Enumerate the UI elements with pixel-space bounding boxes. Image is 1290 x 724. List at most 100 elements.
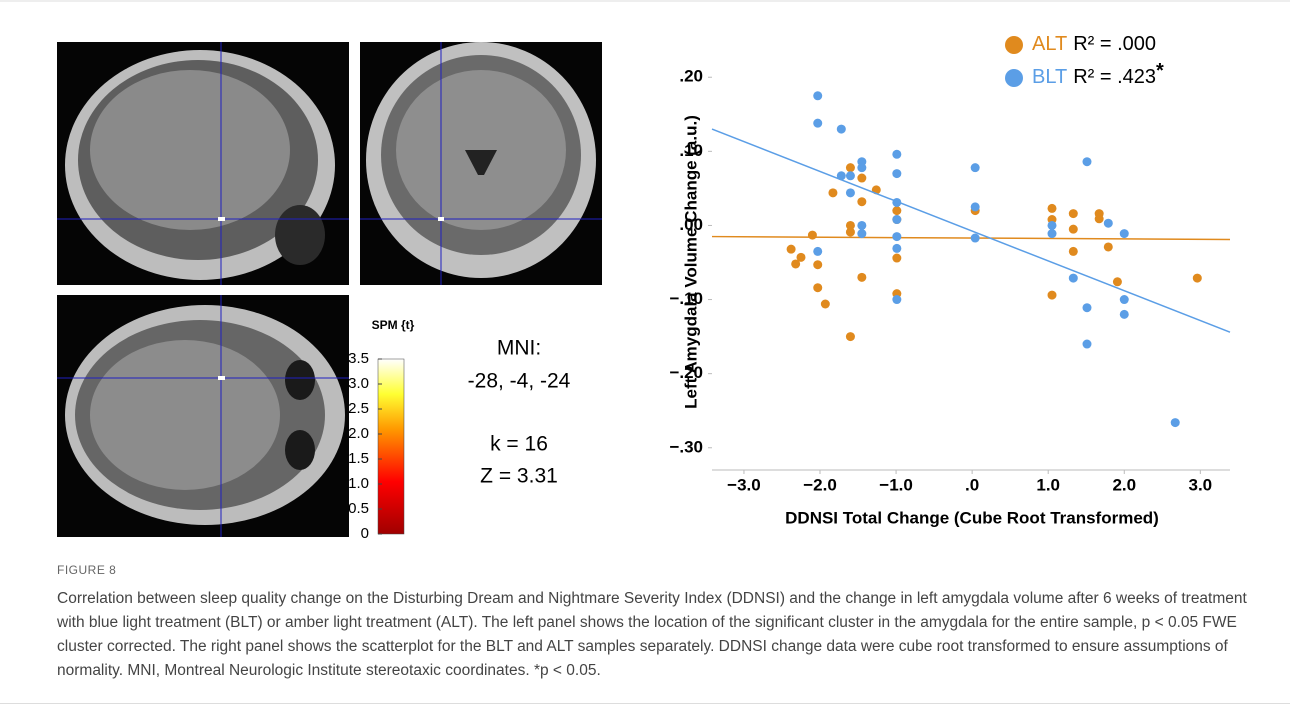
data-point (1069, 225, 1078, 234)
data-point (1120, 295, 1129, 304)
data-point (813, 91, 822, 100)
legend-entry: ALT R² = .000 (1032, 33, 1156, 55)
data-point (857, 197, 866, 206)
data-point (1048, 291, 1057, 300)
x-tick-label: −1.0 (879, 475, 913, 494)
data-point (1069, 209, 1078, 218)
data-point (1104, 219, 1113, 228)
data-point (1069, 247, 1078, 256)
x-axis-label: DDNSI Total Change (Cube Root Transforme… (785, 508, 1159, 527)
data-point (892, 206, 901, 215)
data-point (857, 273, 866, 282)
figure-label: FIGURE 8 (57, 563, 116, 577)
data-point (1095, 214, 1104, 223)
mni-coords: -28, -4, -24 (468, 370, 571, 393)
cluster-size: k = 16 (490, 433, 548, 456)
data-point (892, 150, 901, 159)
data-point (892, 169, 901, 178)
y-tick-label: .00 (679, 215, 703, 234)
data-point (857, 163, 866, 172)
data-point (846, 171, 855, 180)
colorbar-tick-label: 3.0 (348, 375, 369, 392)
data-point (1069, 274, 1078, 283)
legend-name: BLT (1032, 66, 1067, 88)
data-point (808, 231, 817, 240)
figure-caption: Correlation between sleep quality change… (57, 587, 1257, 683)
data-point (892, 244, 901, 253)
colorbar-tick-label: 2.0 (348, 425, 369, 442)
colorbar-tick-label: 0.5 (348, 500, 369, 517)
data-point (846, 188, 855, 197)
data-point (1193, 274, 1202, 283)
x-tick-label: .0 (965, 475, 979, 494)
colorbar (378, 359, 404, 534)
x-tick-label: 2.0 (1112, 475, 1136, 494)
data-point (796, 253, 805, 262)
colorbar-tick-label: 1.5 (348, 450, 369, 467)
data-point (846, 332, 855, 341)
data-point (971, 163, 980, 172)
data-point (892, 198, 901, 207)
data-point (1082, 340, 1091, 349)
x-tick-label: 1.0 (1036, 475, 1060, 494)
legend-significance: * (1156, 60, 1164, 82)
data-point (1048, 221, 1057, 230)
colorbar-tick-label: 2.5 (348, 400, 369, 417)
data-point (828, 188, 837, 197)
data-point (1171, 418, 1180, 427)
data-point (1113, 277, 1122, 286)
legend-entry: BLT R² = .423* (1032, 60, 1164, 88)
data-point (892, 232, 901, 241)
x-tick-label: −2.0 (803, 475, 837, 494)
data-point (1120, 310, 1129, 319)
legend-marker (1005, 36, 1023, 54)
data-point (971, 202, 980, 211)
data-point (892, 254, 901, 263)
legend-name: ALT (1032, 33, 1067, 55)
y-tick-label: −.10 (669, 289, 703, 308)
colorbar-title: SPM {t} (372, 318, 415, 332)
colorbar-tick-label: 3.5 (348, 350, 369, 367)
frame-line (0, 703, 1290, 704)
data-point (971, 234, 980, 243)
data-point (846, 163, 855, 172)
data-point (1104, 242, 1113, 251)
data-point (837, 171, 846, 180)
data-point (813, 260, 822, 269)
y-tick-label: .20 (679, 67, 703, 86)
data-point (1048, 229, 1057, 238)
data-point (892, 215, 901, 224)
data-point (1120, 229, 1129, 238)
colorbar-tick-label: 1.0 (348, 475, 369, 492)
data-point (787, 245, 796, 254)
data-point (837, 125, 846, 134)
data-point (1082, 157, 1091, 166)
y-tick-label: −.20 (669, 363, 703, 382)
legend-stat: R² = .423 (1073, 66, 1156, 88)
axial-slice (57, 295, 349, 537)
data-point (857, 229, 866, 238)
z-score: Z = 3.31 (480, 465, 558, 488)
coronal-slice (360, 42, 602, 285)
data-point (1082, 303, 1091, 312)
data-point (821, 300, 830, 309)
legend-marker (1005, 69, 1023, 87)
mni-label: MNI: (497, 337, 541, 360)
data-point (857, 221, 866, 230)
colorbar-tick-label: 0 (361, 525, 369, 542)
data-point (813, 283, 822, 292)
figure-graphics: SPM {t} MNI: -28, -4, -24 k = 16 Z = 3.3… (0, 0, 1290, 560)
figure-page: SPM {t} MNI: -28, -4, -24 k = 16 Z = 3.3… (0, 0, 1290, 724)
x-tick-label: −3.0 (727, 475, 761, 494)
legend-stat: R² = .000 (1073, 33, 1156, 55)
y-tick-label: .10 (679, 141, 703, 160)
data-point (846, 228, 855, 237)
data-point (1048, 204, 1057, 213)
fit-line (712, 129, 1230, 332)
sagittal-slice (57, 42, 349, 285)
x-tick-label: 3.0 (1189, 475, 1213, 494)
data-point (892, 295, 901, 304)
y-tick-label: −.30 (669, 437, 703, 456)
data-point (813, 247, 822, 256)
data-point (857, 174, 866, 183)
